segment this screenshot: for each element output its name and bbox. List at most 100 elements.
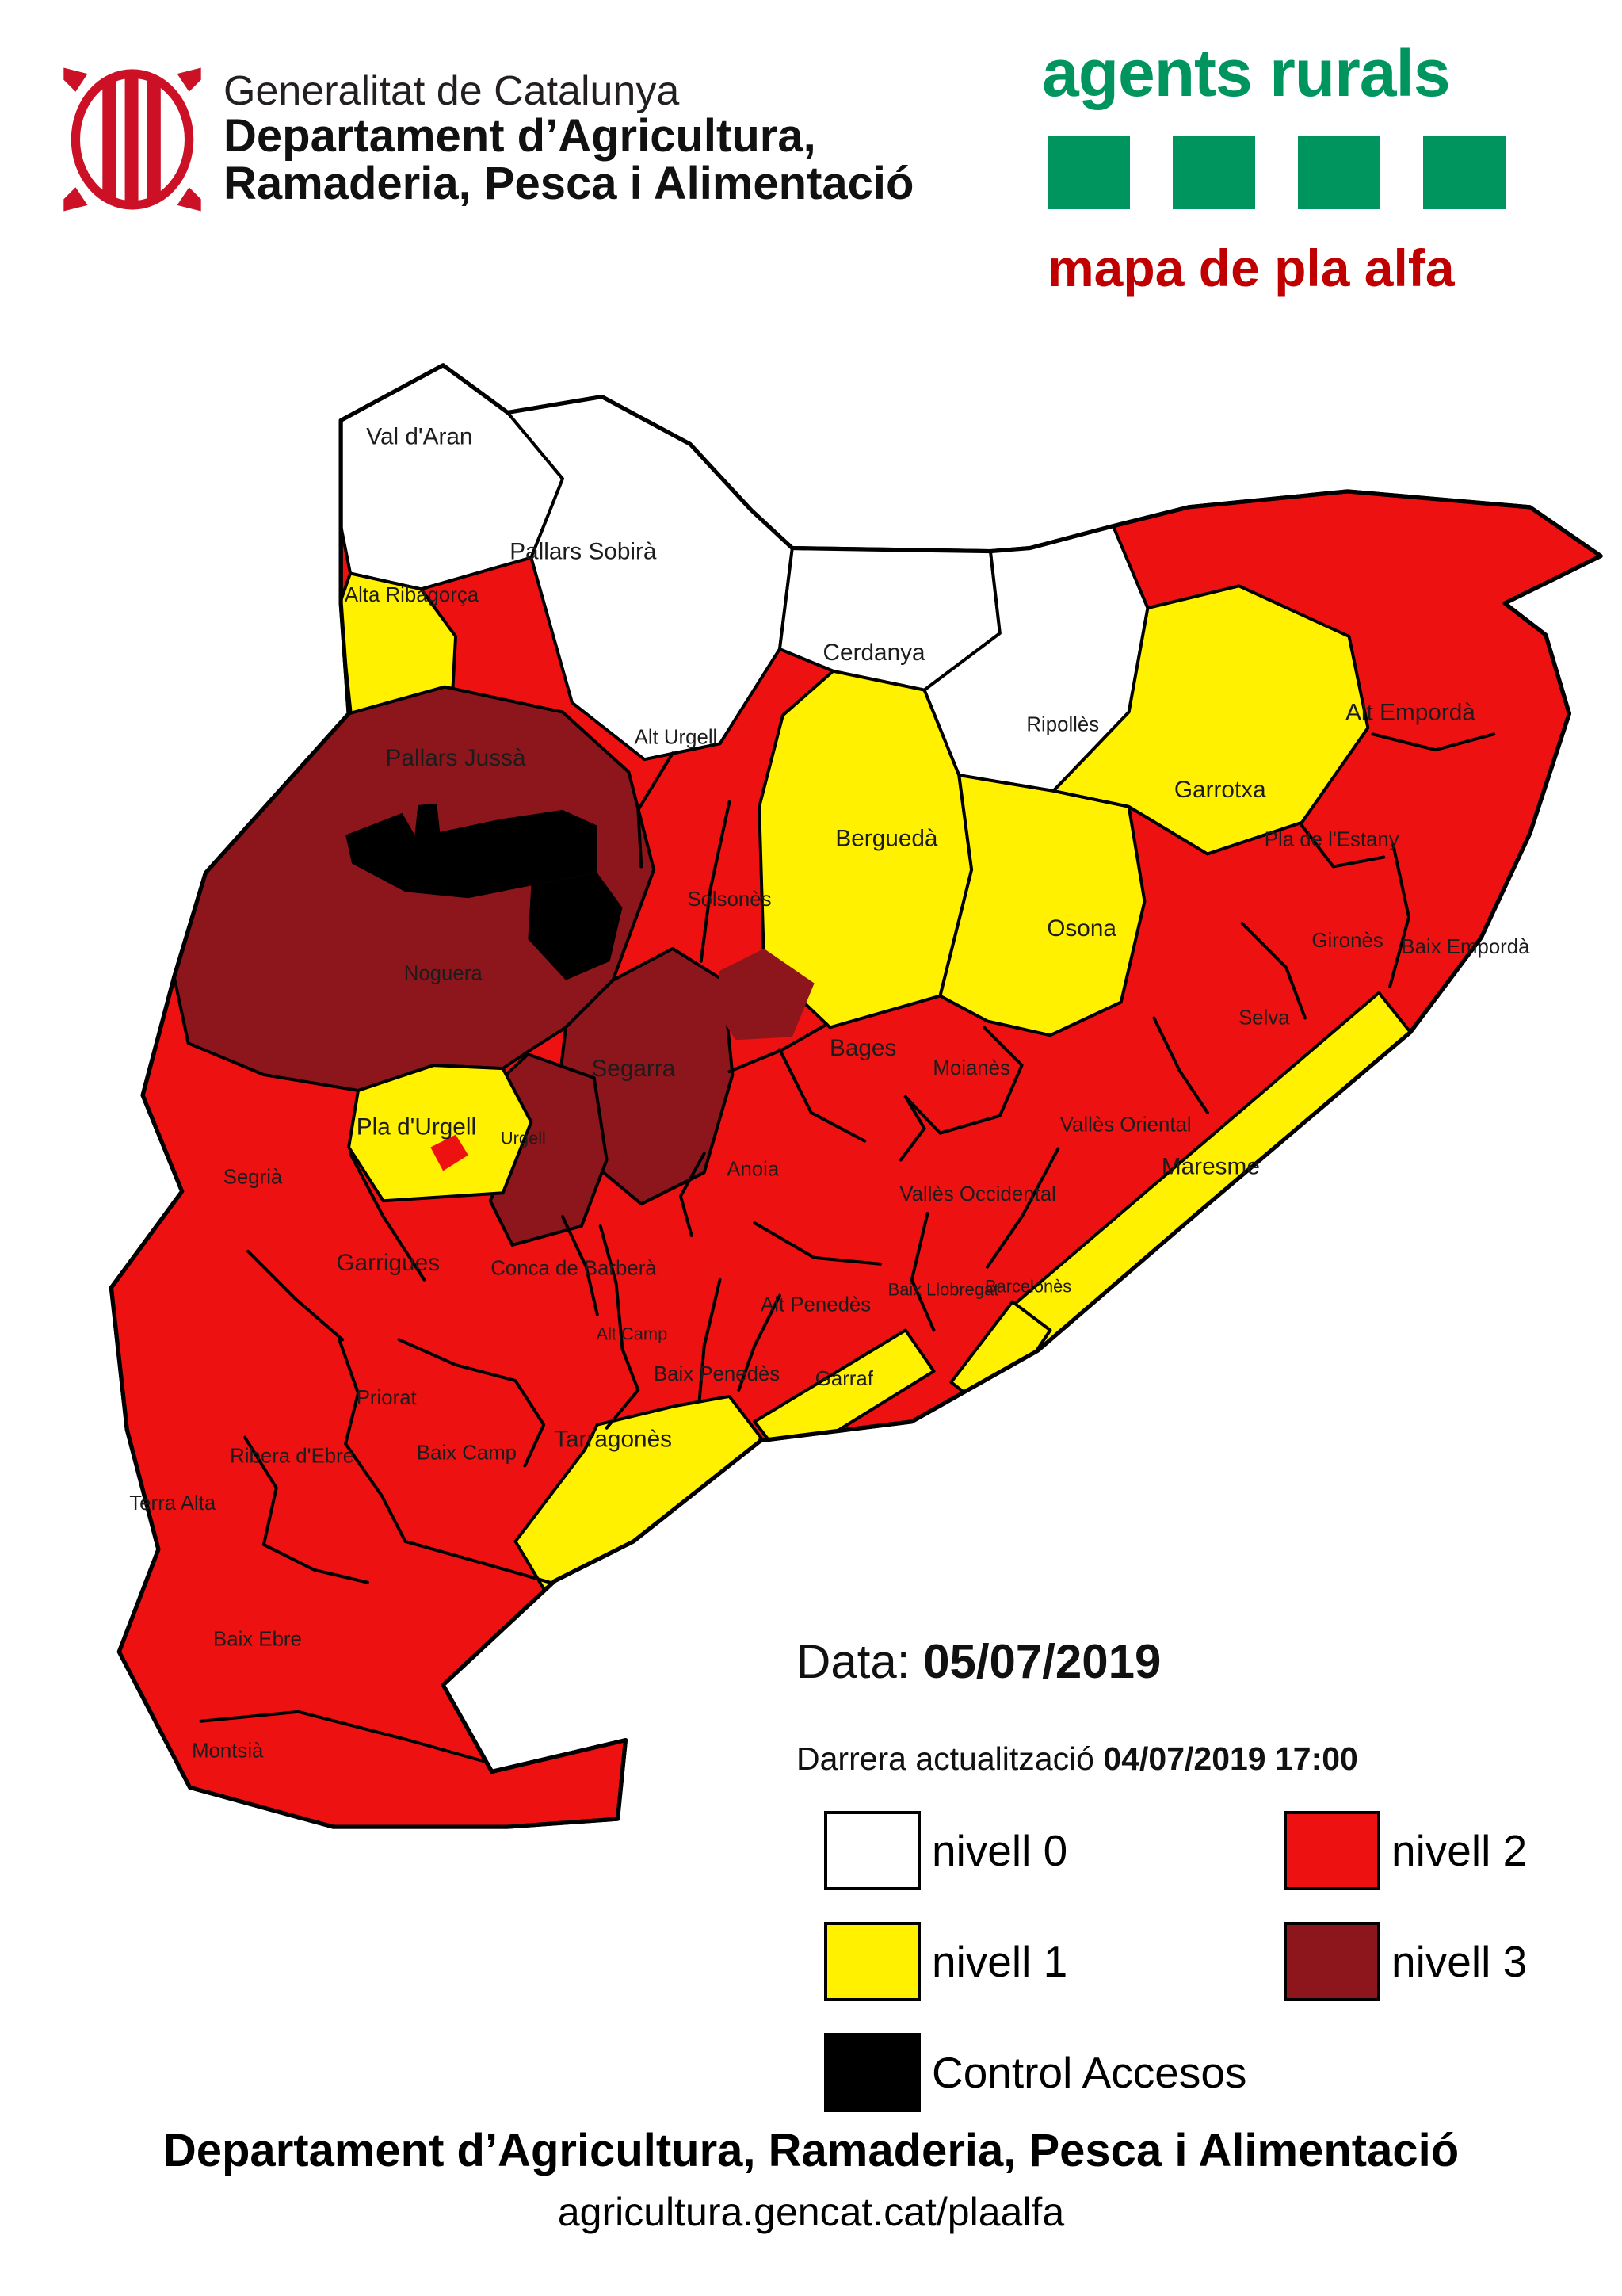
region-label: Ripollès <box>1026 713 1099 735</box>
region-label: Solsonès <box>687 888 771 911</box>
region-label: Garraf <box>815 1368 874 1390</box>
solsones-south-nivell3-zone <box>713 948 815 1041</box>
green-square <box>1423 136 1506 209</box>
department-name-line1: Departament d’Agricultura, <box>223 110 816 162</box>
border-line <box>513 1379 546 1468</box>
region-label: Urgell <box>501 1129 546 1148</box>
date-label: Data: <box>796 1635 910 1688</box>
border-line <box>903 1026 1024 1135</box>
border-line <box>910 1212 936 1332</box>
map-title: mapa de pla alfa <box>1048 239 1455 297</box>
region-label: Baix Empordà <box>1401 936 1530 958</box>
legend-item-nivell-3: nivell 3 <box>1284 1922 1527 2001</box>
control-accesos-zone-east <box>528 873 623 980</box>
border-line <box>349 1152 426 1282</box>
region-label: Berguedà <box>835 826 938 852</box>
border-line <box>561 1215 599 1316</box>
region-label: Cerdanya <box>823 640 925 666</box>
region-label: Selva <box>1238 1007 1290 1029</box>
region-label: Garrigues <box>336 1250 440 1276</box>
generalitat-logo <box>57 62 208 221</box>
region-label: Alt Camp <box>597 1324 668 1343</box>
region-label: Montsià <box>192 1740 264 1762</box>
region-label: Vallès Oriental <box>1060 1114 1192 1137</box>
border-line <box>697 1278 722 1401</box>
legend-label: nivell 3 <box>1391 1937 1528 1986</box>
region-pla-d-urgell <box>347 1064 533 1203</box>
region-label: Baix Penedès <box>654 1363 780 1385</box>
comarca-borders <box>199 732 1496 1764</box>
department-title-block: Generalitat de Catalunya Departament d’A… <box>223 70 914 208</box>
department-name-line2: Ramaderia, Pesca i Alimentació <box>223 158 914 210</box>
legend-item-nivell-2: nivell 2 <box>1284 1811 1527 1890</box>
border-line <box>727 1022 829 1074</box>
region-label: Alt Penedès <box>761 1293 871 1316</box>
region-label: Pallars Sobirà <box>509 538 657 564</box>
border-line <box>699 800 731 963</box>
region-label: Noguera <box>404 963 483 985</box>
border-line <box>246 1249 345 1342</box>
border-line <box>598 1224 624 1351</box>
generalitat-shield-icon <box>63 67 201 212</box>
border-line <box>1300 823 1386 869</box>
legend-swatch-nivell-1 <box>824 1922 921 2001</box>
region-label: Osona <box>1047 915 1116 942</box>
comarca-labels: Val d'Aran Pallars Sobirà Alta Ribagorça… <box>129 423 1530 1762</box>
region-label: Val d'Aran <box>366 423 472 449</box>
region-osona <box>938 774 1147 1037</box>
legend-label: nivell 0 <box>932 1826 1068 1875</box>
legend-label: nivell 1 <box>932 1937 1068 1986</box>
region-label: Segrià <box>223 1166 283 1188</box>
region-label: Gironès <box>1311 930 1383 952</box>
agents-rurals-logo-text: agents rurals <box>1042 36 1451 110</box>
border-line <box>899 1095 926 1162</box>
border-line <box>1371 732 1496 752</box>
legend-swatch-nivell-3 <box>1284 1922 1380 2001</box>
region-label: Priorat <box>357 1387 417 1409</box>
region-label: Terra Alta <box>129 1492 216 1515</box>
border-line <box>1240 922 1307 1020</box>
legend-label: Control Accesos <box>932 2048 1247 2097</box>
border-line <box>737 1293 781 1392</box>
pla-d-urgell-red-inset <box>430 1134 468 1171</box>
region-label: Ribera d'Ebre <box>230 1445 354 1467</box>
region-label: Pla de l'Estany <box>1265 829 1399 851</box>
footer-url: agricultura.gencat.cat/plaalfa <box>557 2190 1065 2234</box>
border-line <box>753 1221 883 1266</box>
legend-item-nivell-1: nivell 1 <box>824 1922 1067 2001</box>
footer-department: Departament d’Agricultura, Ramaderia, Pe… <box>162 2125 1460 2176</box>
region-label: Alt Urgell <box>635 726 718 748</box>
region-label: Alt Empordà <box>1345 699 1475 725</box>
region-label: Segarra <box>591 1056 675 1082</box>
region-label: Baix Llobregat <box>888 1280 998 1300</box>
green-square <box>1173 136 1255 209</box>
region-label: Garrotxa <box>1174 777 1266 803</box>
map-date: Data: 05/07/2019 <box>796 1634 1161 1689</box>
date-value: 05/07/2019 <box>923 1635 1162 1688</box>
border-line <box>338 1338 360 1446</box>
region-label: Moianès <box>933 1057 1010 1079</box>
control-accesos-zone <box>345 803 597 899</box>
region-label: Maresme <box>1162 1153 1260 1179</box>
region-label: Tarragonès <box>554 1427 672 1453</box>
legend-swatch-control-accesos <box>824 2033 921 2112</box>
border-line <box>986 1147 1060 1269</box>
border-line <box>397 1338 517 1383</box>
update-label: Darrera actualització <box>796 1740 1094 1777</box>
legend-label: nivell 2 <box>1391 1826 1528 1875</box>
pla-alfa-map: Val d'Aran Pallars Sobirà Alta Ribagorça… <box>44 337 1616 1835</box>
legend-item-nivell-0: nivell 0 <box>824 1811 1067 1890</box>
border-line <box>403 1539 552 1584</box>
region-label: Vallès Occidental <box>899 1183 1055 1205</box>
border-line <box>636 751 674 869</box>
region-bergueda <box>758 669 974 1030</box>
border-line <box>344 1442 407 1543</box>
update-value: 04/07/2019 17:00 <box>1103 1740 1358 1777</box>
region-label: Conca de Barberà <box>490 1258 657 1280</box>
legend-swatch-nivell-0 <box>824 1811 921 1890</box>
region-label: Bages <box>830 1035 896 1061</box>
border-line <box>605 1347 640 1430</box>
region-label: Barcelonès <box>985 1277 1071 1297</box>
region-label: Baix Camp <box>417 1442 517 1464</box>
legend-swatch-nivell-2 <box>1284 1811 1380 1890</box>
